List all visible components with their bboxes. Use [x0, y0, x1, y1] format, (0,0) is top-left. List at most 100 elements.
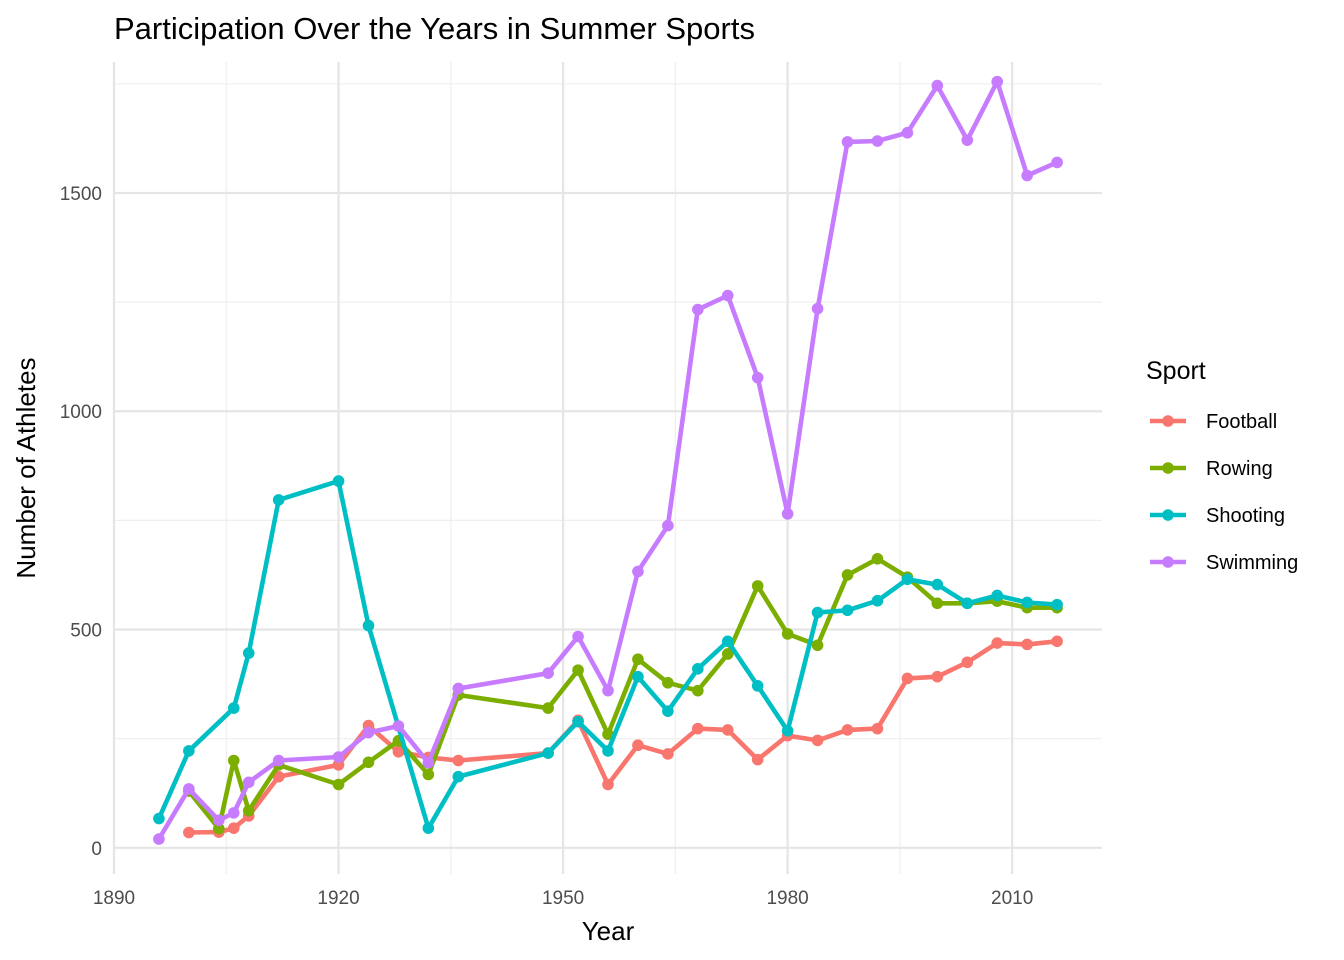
- grid: [112, 62, 1102, 874]
- data-point: [332, 475, 345, 487]
- data-point: [452, 682, 465, 695]
- y-tick-label: 500: [70, 621, 102, 642]
- data-point: [452, 754, 465, 767]
- data-point: [1051, 156, 1063, 169]
- legend-title: Sport: [1146, 357, 1206, 385]
- data-point: [1051, 598, 1063, 611]
- data-point: [153, 833, 165, 845]
- y-tick-label: 1500: [60, 184, 102, 205]
- data-point: [1051, 635, 1063, 648]
- data-point: [1021, 638, 1033, 651]
- data-point: [931, 79, 944, 92]
- data-point: [212, 822, 225, 835]
- data-point: [931, 670, 944, 683]
- data-point: [632, 739, 644, 752]
- data-point: [961, 597, 974, 610]
- data-point: [841, 136, 854, 148]
- data-point: [692, 303, 704, 316]
- series-line: [186, 556, 1060, 831]
- data-point: [781, 725, 794, 737]
- data-point: [721, 289, 734, 302]
- data-point: [183, 783, 195, 795]
- data-point: [961, 656, 974, 669]
- data-point: [242, 776, 255, 789]
- axis-ticks: 1890 1920 1950 1980 2010 0 500 1000 1500: [60, 184, 1034, 909]
- data-point: [602, 728, 614, 741]
- data-point: [602, 684, 614, 697]
- legend-item-swimming: Swimming: [1150, 552, 1298, 574]
- series-swimming: [153, 75, 1063, 845]
- data-point: [841, 569, 854, 581]
- data-point: [751, 680, 764, 692]
- data-point: [332, 751, 345, 763]
- data-point: [931, 578, 944, 591]
- data-point: [662, 519, 674, 532]
- data-point: [901, 672, 914, 685]
- x-tick-label: 1890: [93, 888, 135, 909]
- data-point: [212, 814, 225, 827]
- data-point: [422, 768, 435, 781]
- series-line: [156, 79, 1060, 842]
- legend-key-point: [1162, 462, 1174, 474]
- data-point: [242, 647, 255, 659]
- data-point: [841, 724, 854, 736]
- data-point: [841, 604, 854, 617]
- data-point: [572, 715, 584, 728]
- data-point: [272, 754, 285, 767]
- data-point: [781, 508, 794, 520]
- data-point: [811, 606, 824, 619]
- data-point: [721, 648, 734, 660]
- data-point: [751, 753, 764, 766]
- data-point: [572, 664, 584, 676]
- data-point: [602, 745, 614, 757]
- data-point: [871, 135, 884, 147]
- data-point: [422, 822, 435, 834]
- x-axis-title: Year: [582, 916, 635, 946]
- data-point: [242, 804, 255, 817]
- data-point: [871, 594, 884, 607]
- data-point: [362, 726, 375, 739]
- data-point: [721, 635, 734, 648]
- data-point: [871, 553, 884, 565]
- data-point: [721, 724, 734, 736]
- legend-label: Shooting: [1206, 505, 1285, 527]
- data-point: [332, 778, 345, 791]
- data-point: [961, 134, 974, 146]
- data-point: [662, 748, 674, 760]
- series-rowing: [183, 553, 1063, 835]
- data-point: [542, 702, 554, 714]
- x-tick-label: 2010: [991, 888, 1033, 909]
- data-point: [751, 580, 764, 592]
- data-point: [542, 667, 554, 679]
- series-line: [186, 638, 1060, 835]
- data-point: [901, 126, 914, 139]
- data-point: [991, 637, 1004, 649]
- data-point: [227, 807, 240, 819]
- data-point: [392, 745, 405, 758]
- data-point: [227, 822, 240, 834]
- data-point: [781, 628, 794, 640]
- data-point: [931, 597, 944, 610]
- data-point: [602, 778, 614, 791]
- data-point: [183, 826, 195, 839]
- data-point: [1021, 169, 1033, 182]
- legend-label: Football: [1206, 411, 1277, 433]
- x-tick-label: 1980: [766, 888, 808, 909]
- legend-label: Swimming: [1206, 552, 1298, 574]
- data-point: [811, 639, 824, 652]
- series-line: [156, 478, 1060, 831]
- chart-title: Participation Over the Years in Summer S…: [114, 11, 755, 46]
- data-point: [183, 745, 195, 757]
- data-point: [392, 720, 405, 732]
- data-point: [272, 494, 285, 506]
- data-point: [662, 705, 674, 717]
- data-point: [811, 302, 824, 315]
- data-point: [991, 75, 1004, 88]
- data-point: [632, 653, 644, 666]
- data-point: [811, 734, 824, 747]
- data-point: [871, 722, 884, 735]
- data-point: [572, 630, 584, 643]
- data-point: [542, 747, 554, 759]
- data-point: [227, 754, 240, 767]
